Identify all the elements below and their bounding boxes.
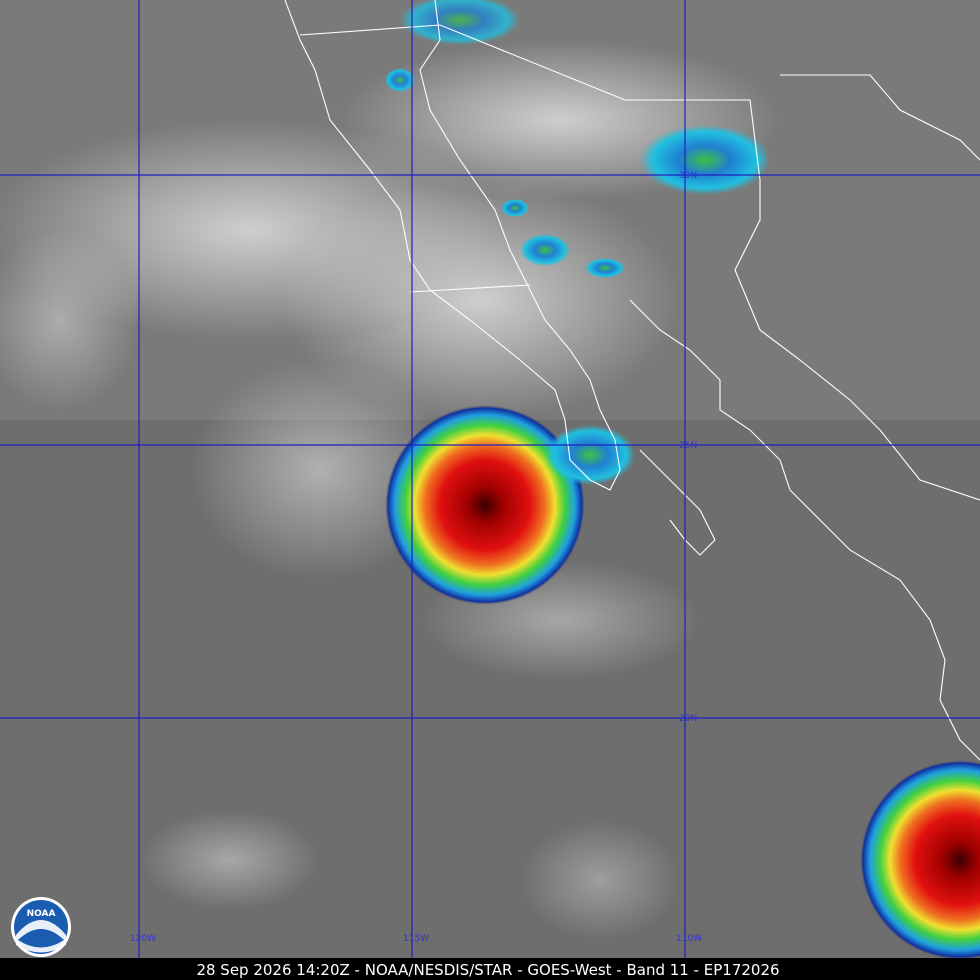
lon-label: 115W: [403, 934, 429, 944]
logo-text: NOAA: [27, 909, 56, 919]
caption-bar: [0, 958, 980, 980]
grid: [0, 0, 980, 958]
clouds: [0, 40, 780, 940]
lon-label: 110W: [676, 934, 702, 944]
hurricane: [385, 405, 585, 605]
lat-label: 30N: [679, 171, 697, 181]
lat-label: 20N: [679, 714, 697, 724]
lat-label: 25N: [679, 441, 697, 451]
noaa-logo: NOAA: [11, 897, 71, 957]
rainband: [545, 425, 635, 485]
convection: [385, 0, 770, 278]
storm-southeast: [860, 760, 980, 960]
lon-label: 120W: [130, 934, 156, 944]
caption: 28 Sep 2026 14:20Z - NOAA/NESDIS/STAR - …: [196, 961, 779, 979]
coastlines: [284, 0, 980, 761]
